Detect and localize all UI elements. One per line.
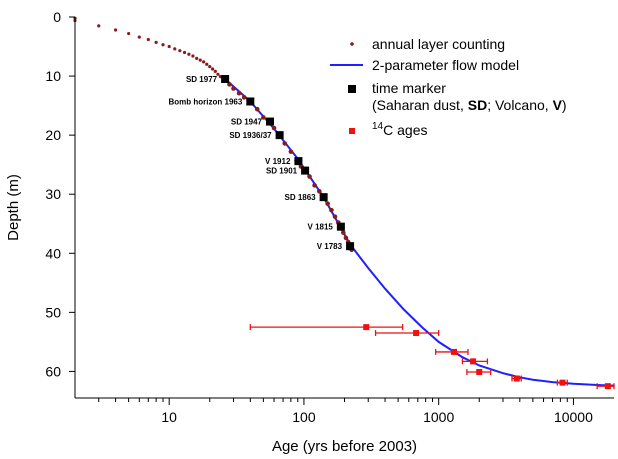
layer-counting-point: [146, 37, 150, 42]
y-tick-label: 20: [45, 127, 61, 143]
time-marker: [319, 193, 328, 202]
layer-counting-point: [173, 47, 177, 51]
c14-age-point: [363, 324, 370, 331]
y-tick-label: 0: [53, 9, 61, 25]
time-marker: [346, 242, 355, 251]
layer-counting-point: [216, 72, 220, 76]
legend-marker-dot: [350, 42, 354, 46]
legend-marker-square: [348, 85, 356, 93]
y-tick-label: 60: [45, 363, 61, 379]
layer-counting-point: [261, 115, 266, 120]
legend-label-superscript: 14: [372, 121, 384, 132]
layer-counting-point: [231, 86, 236, 91]
x-axis-label: Age (yrs before 2003): [272, 438, 417, 455]
c14-age-point: [513, 375, 520, 382]
c14-age-point: [451, 348, 458, 355]
layer-counting-point: [282, 141, 288, 146]
y-tick-label: 10: [45, 68, 61, 84]
legend-label-part: (Saharan dust,: [372, 97, 468, 113]
layer-counting-point: [208, 65, 212, 69]
layer-counting-point: [312, 183, 317, 188]
c14-age-point: [559, 379, 566, 386]
layer-counting-point: [198, 58, 202, 62]
time-marker: [336, 222, 345, 231]
layer-counting-point: [205, 62, 209, 66]
layer-counting-point: [271, 125, 277, 131]
layer-counting-point: [213, 69, 217, 73]
time-marker-label: Bomb horizon 1963: [169, 97, 243, 106]
time-marker: [301, 166, 310, 175]
time-marker-label: V 1815: [308, 223, 334, 232]
layer-counting-point: [182, 50, 187, 55]
layer-counting-point: [167, 44, 171, 49]
layer-counting-point: [341, 230, 346, 235]
layer-counting-point: [201, 60, 206, 64]
layer-counting-point: [137, 35, 141, 39]
layer-counting-point: [154, 40, 158, 45]
layer-counting-point: [113, 28, 118, 32]
time-marker: [275, 131, 284, 140]
c14-age-point: [476, 369, 483, 376]
legend-label: 14C ages: [372, 121, 427, 138]
layer-counting-point: [195, 56, 199, 60]
c14-age-point: [604, 383, 611, 390]
layer-counting-point: [227, 82, 232, 87]
layer-counting-point: [307, 174, 312, 179]
legend-label-part: C ages: [383, 122, 427, 138]
c14-age-point: [413, 330, 420, 337]
legend-label: 2-parameter flow model: [372, 57, 519, 73]
time-marker: [246, 97, 255, 106]
layer-counting-point: [127, 31, 131, 36]
plot-area: SD 1977 Bomb horizon 1963 SD 1947 SD 1936/3…: [73, 16, 615, 390]
y-tick-label: 40: [45, 245, 61, 261]
legend: annual layer counting 2-parameter flow mo…: [330, 36, 567, 138]
c14-age-point: [470, 358, 477, 365]
time-marker: [294, 157, 303, 166]
y-axis-label: Depth (m): [5, 174, 22, 241]
legend-label-sub: (Saharan dust, SD; Volcano, V): [372, 97, 567, 113]
legend-label-part: ): [562, 97, 567, 113]
time-marker: [221, 75, 230, 84]
layer-counting-point: [97, 24, 101, 28]
layer-counting-point: [288, 149, 294, 154]
layer-counting-point: [241, 95, 247, 100]
time-marker-label: SD 1977: [186, 75, 218, 84]
layer-counting-point: [191, 54, 195, 58]
layer-counting-point: [211, 67, 215, 71]
legend-label: annual layer counting: [372, 36, 505, 52]
time-marker-label: V 1912: [265, 157, 291, 166]
x-tick-label: 100: [292, 409, 316, 425]
layer-counting-point: [161, 43, 165, 47]
layer-counting-point: [343, 235, 349, 241]
layer-counting-point: [332, 214, 338, 219]
x-tick-label: 1000: [423, 409, 454, 425]
layer-counting-point: [178, 49, 182, 53]
layer-counting-point: [316, 188, 322, 194]
legend-label-part: SD: [468, 97, 487, 113]
x-tick-label: 10: [161, 409, 177, 425]
time-marker-label: SD 1936/37: [229, 131, 272, 140]
layer-counting-point: [187, 52, 191, 56]
x-tick-label: 10000: [554, 409, 593, 425]
time-marker-label: SD 1947: [231, 118, 263, 127]
legend-label-part: V: [553, 97, 563, 113]
axes: 0 10 20 30 40 50 60 10 100 1000 10000: [45, 9, 614, 425]
layer-counting-point: [329, 207, 334, 213]
layer-counting-point: [236, 90, 242, 96]
layer-counting-point: [325, 201, 330, 206]
legend-label: time marker: [372, 80, 446, 96]
legend-label-part: ; Volcano,: [487, 97, 552, 113]
y-tick-label: 50: [45, 304, 61, 320]
layer-counting-point: [254, 106, 260, 112]
time-marker: [266, 117, 275, 126]
time-marker-label: SD 1863: [284, 193, 316, 202]
y-tick-label: 30: [45, 186, 61, 202]
time-marker-label: SD 1901: [266, 167, 298, 176]
time-marker-label: V 1783: [317, 242, 343, 251]
legend-marker-c14: [349, 128, 355, 134]
